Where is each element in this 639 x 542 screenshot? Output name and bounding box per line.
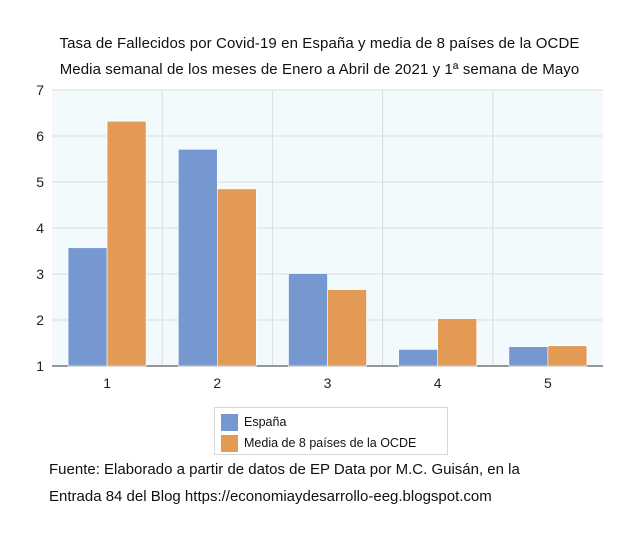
x-tick-label-3: 3 xyxy=(324,375,332,391)
x-tick-label-4: 4 xyxy=(434,375,442,391)
bar-espana-4 xyxy=(398,349,439,367)
y-tick-label-7: 7 xyxy=(36,82,44,98)
y-tick-label-3: 3 xyxy=(36,266,44,282)
legend-swatch-espana xyxy=(221,413,238,431)
bar-ocde-2 xyxy=(217,188,257,367)
bar-ocde-1 xyxy=(106,120,147,367)
y-tick-label-6: 6 xyxy=(36,128,44,144)
bar-espana-5 xyxy=(508,346,549,367)
bar-ocde-4 xyxy=(437,318,478,367)
y-tick-label-5: 5 xyxy=(36,174,44,190)
bar-espana-2 xyxy=(178,149,218,367)
bar-espana-3 xyxy=(288,273,328,367)
x-tick-label-5: 5 xyxy=(544,375,552,391)
legend-swatch-ocde xyxy=(221,434,238,452)
bar-ocde-5 xyxy=(547,345,588,367)
chart-title: Tasa de Fallecidos por Covid-19 en Españ… xyxy=(59,35,580,52)
legend-item-espana: España xyxy=(221,412,286,432)
legend-item-ocde: Media de 8 países de la OCDE xyxy=(221,433,416,453)
y-tick-label-4: 4 xyxy=(36,220,44,236)
bar-espana-1 xyxy=(67,247,108,367)
bar-ocde-3 xyxy=(327,289,367,367)
footer-source-line: Fuente: Elaborado a partir de datos de E… xyxy=(49,461,520,478)
y-tick-label-2: 2 xyxy=(36,312,44,328)
legend-label-ocde: Media de 8 países de la OCDE xyxy=(244,436,417,450)
x-tick-label-1: 1 xyxy=(103,375,111,391)
legend-label-espana: España xyxy=(244,415,287,429)
footer-blog-line: Entrada 84 del Blog https://economiaydes… xyxy=(49,488,492,505)
y-tick-label-1: 1 xyxy=(36,358,44,374)
x-tick-label-2: 2 xyxy=(213,375,221,391)
chart-subtitle: Media semanal de los meses de Enero a Ab… xyxy=(59,61,580,78)
chart-legend: España Media de 8 países de la OCDE xyxy=(214,407,448,455)
